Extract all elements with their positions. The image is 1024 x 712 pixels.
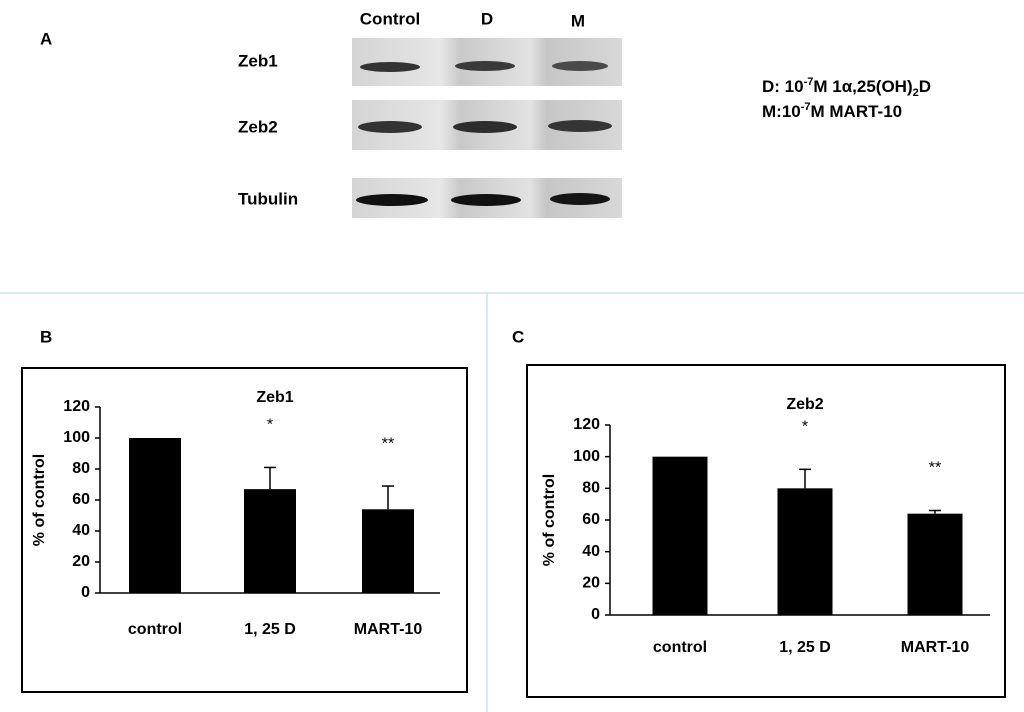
bar <box>777 488 833 615</box>
y-tick-label: 60 <box>582 511 600 528</box>
y-tick-label: 60 <box>72 491 90 508</box>
y-tick-label: 40 <box>72 522 90 539</box>
significance-mark: * <box>802 419 808 436</box>
bar <box>652 456 708 615</box>
legend-text: M:10 <box>762 102 801 121</box>
y-tick-label: 120 <box>573 416 600 433</box>
blot-image <box>352 38 622 218</box>
x-tick-label: control <box>653 639 707 656</box>
chart-title: Zeb2 <box>786 396 823 413</box>
chart-frame <box>526 364 1006 698</box>
y-tick-label: 120 <box>63 398 90 415</box>
x-tick-label: 1, 25 D <box>779 639 831 656</box>
y-axis-label: % of control <box>31 454 48 546</box>
legend-text: M 1α,25(OH) <box>813 77 912 96</box>
legend-text: M MART-10 <box>811 102 903 121</box>
panel-label: C <box>512 327 524 346</box>
y-tick-label: 100 <box>63 429 90 446</box>
panel-label: A <box>40 29 52 48</box>
y-tick-label: 40 <box>582 543 600 560</box>
x-tick-label: MART-10 <box>354 621 423 638</box>
y-tick-label: 20 <box>72 553 90 570</box>
legend-superscript: -7 <box>801 101 811 113</box>
chart-frame <box>21 367 468 693</box>
y-tick-label: 80 <box>582 480 600 497</box>
legend-line: D: 10-7M 1α,25(OH)2D <box>762 76 931 99</box>
bar <box>129 438 181 593</box>
legend-text: D: 10 <box>762 77 804 96</box>
legend-superscript: -7 <box>804 76 814 88</box>
lane-label: M <box>571 11 585 30</box>
legend-text: D <box>919 77 931 96</box>
row-label: Zeb1 <box>238 51 278 70</box>
y-tick-label: 80 <box>72 460 90 477</box>
significance-mark: ** <box>382 435 394 452</box>
y-tick-label: 0 <box>591 606 600 623</box>
significance-mark: * <box>267 417 273 434</box>
panel-label: B <box>40 327 52 346</box>
row-label: Zeb2 <box>238 117 278 136</box>
chart-title: Zeb1 <box>256 389 293 406</box>
lane-label: D <box>481 9 493 28</box>
x-tick-label: MART-10 <box>901 639 970 656</box>
legend-line: M:10-7M MART-10 <box>762 101 902 122</box>
row-label: Tubulin <box>238 189 298 208</box>
y-tick-label: 100 <box>573 448 600 465</box>
y-tick-label: 0 <box>81 584 90 601</box>
y-tick-label: 20 <box>582 575 600 592</box>
bar <box>244 489 296 593</box>
x-tick-label: 1, 25 D <box>244 621 296 638</box>
y-axis-label: % of control <box>541 474 558 566</box>
bar <box>907 513 963 615</box>
x-tick-label: control <box>128 621 182 638</box>
lane-label: Control <box>360 9 420 28</box>
legend-subscript: 2 <box>913 87 919 99</box>
bar <box>362 509 414 593</box>
significance-mark: ** <box>929 460 941 477</box>
